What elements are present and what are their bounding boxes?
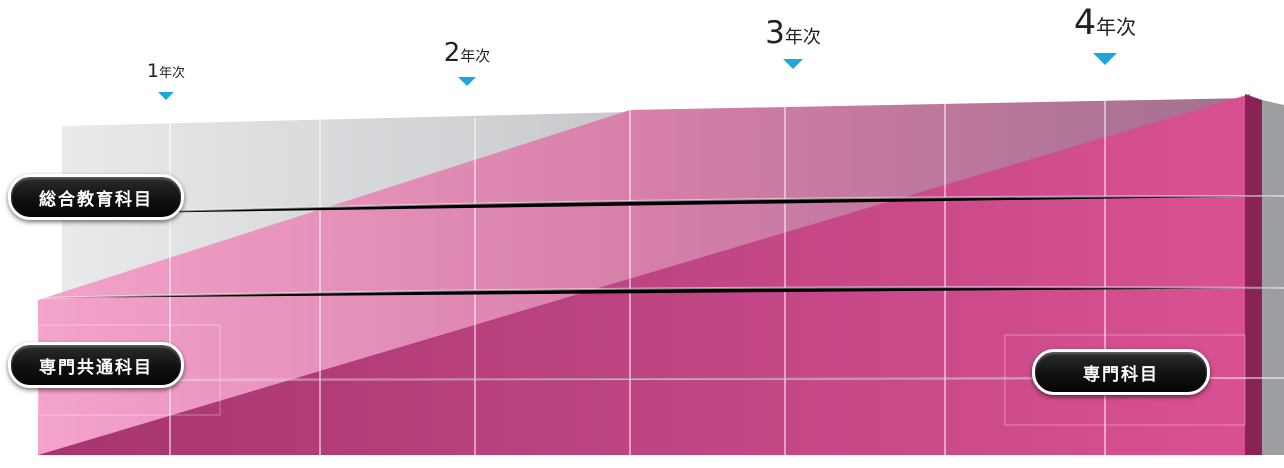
- year-4-number: 4: [1073, 3, 1097, 43]
- major-specialty-label: 専門科目: [1032, 349, 1210, 395]
- year-2-marker-icon: [458, 77, 476, 86]
- band-side-face-gray: [1262, 100, 1284, 455]
- year-4-unit: 年次: [1096, 15, 1137, 39]
- year-1-unit: 年次: [159, 66, 186, 81]
- year-3-label: 3年次: [765, 15, 821, 51]
- year-1-marker-icon: [158, 92, 174, 100]
- grid-lines: [37, 100, 1284, 458]
- year-2-label: 2年次: [444, 38, 491, 68]
- year-1-label: 1年次: [147, 60, 185, 82]
- year-3-unit: 年次: [784, 27, 821, 48]
- faint-box-right: [1004, 334, 1246, 426]
- major-specialty-wedge: [38, 94, 1250, 455]
- year-4-label: 4年次: [1074, 3, 1136, 43]
- year-2-number: 2: [443, 38, 461, 68]
- year-2-unit: 年次: [460, 47, 491, 65]
- general-education-label: 総合教育科目: [8, 174, 184, 220]
- band-side-face: [1245, 94, 1262, 455]
- year-4-marker-icon: [1093, 53, 1117, 65]
- year-1-number: 1: [146, 60, 160, 82]
- common-specialty-label: 専門共通科目: [8, 342, 184, 388]
- year-3-marker-icon: [783, 59, 803, 69]
- year-3-number: 3: [765, 15, 785, 51]
